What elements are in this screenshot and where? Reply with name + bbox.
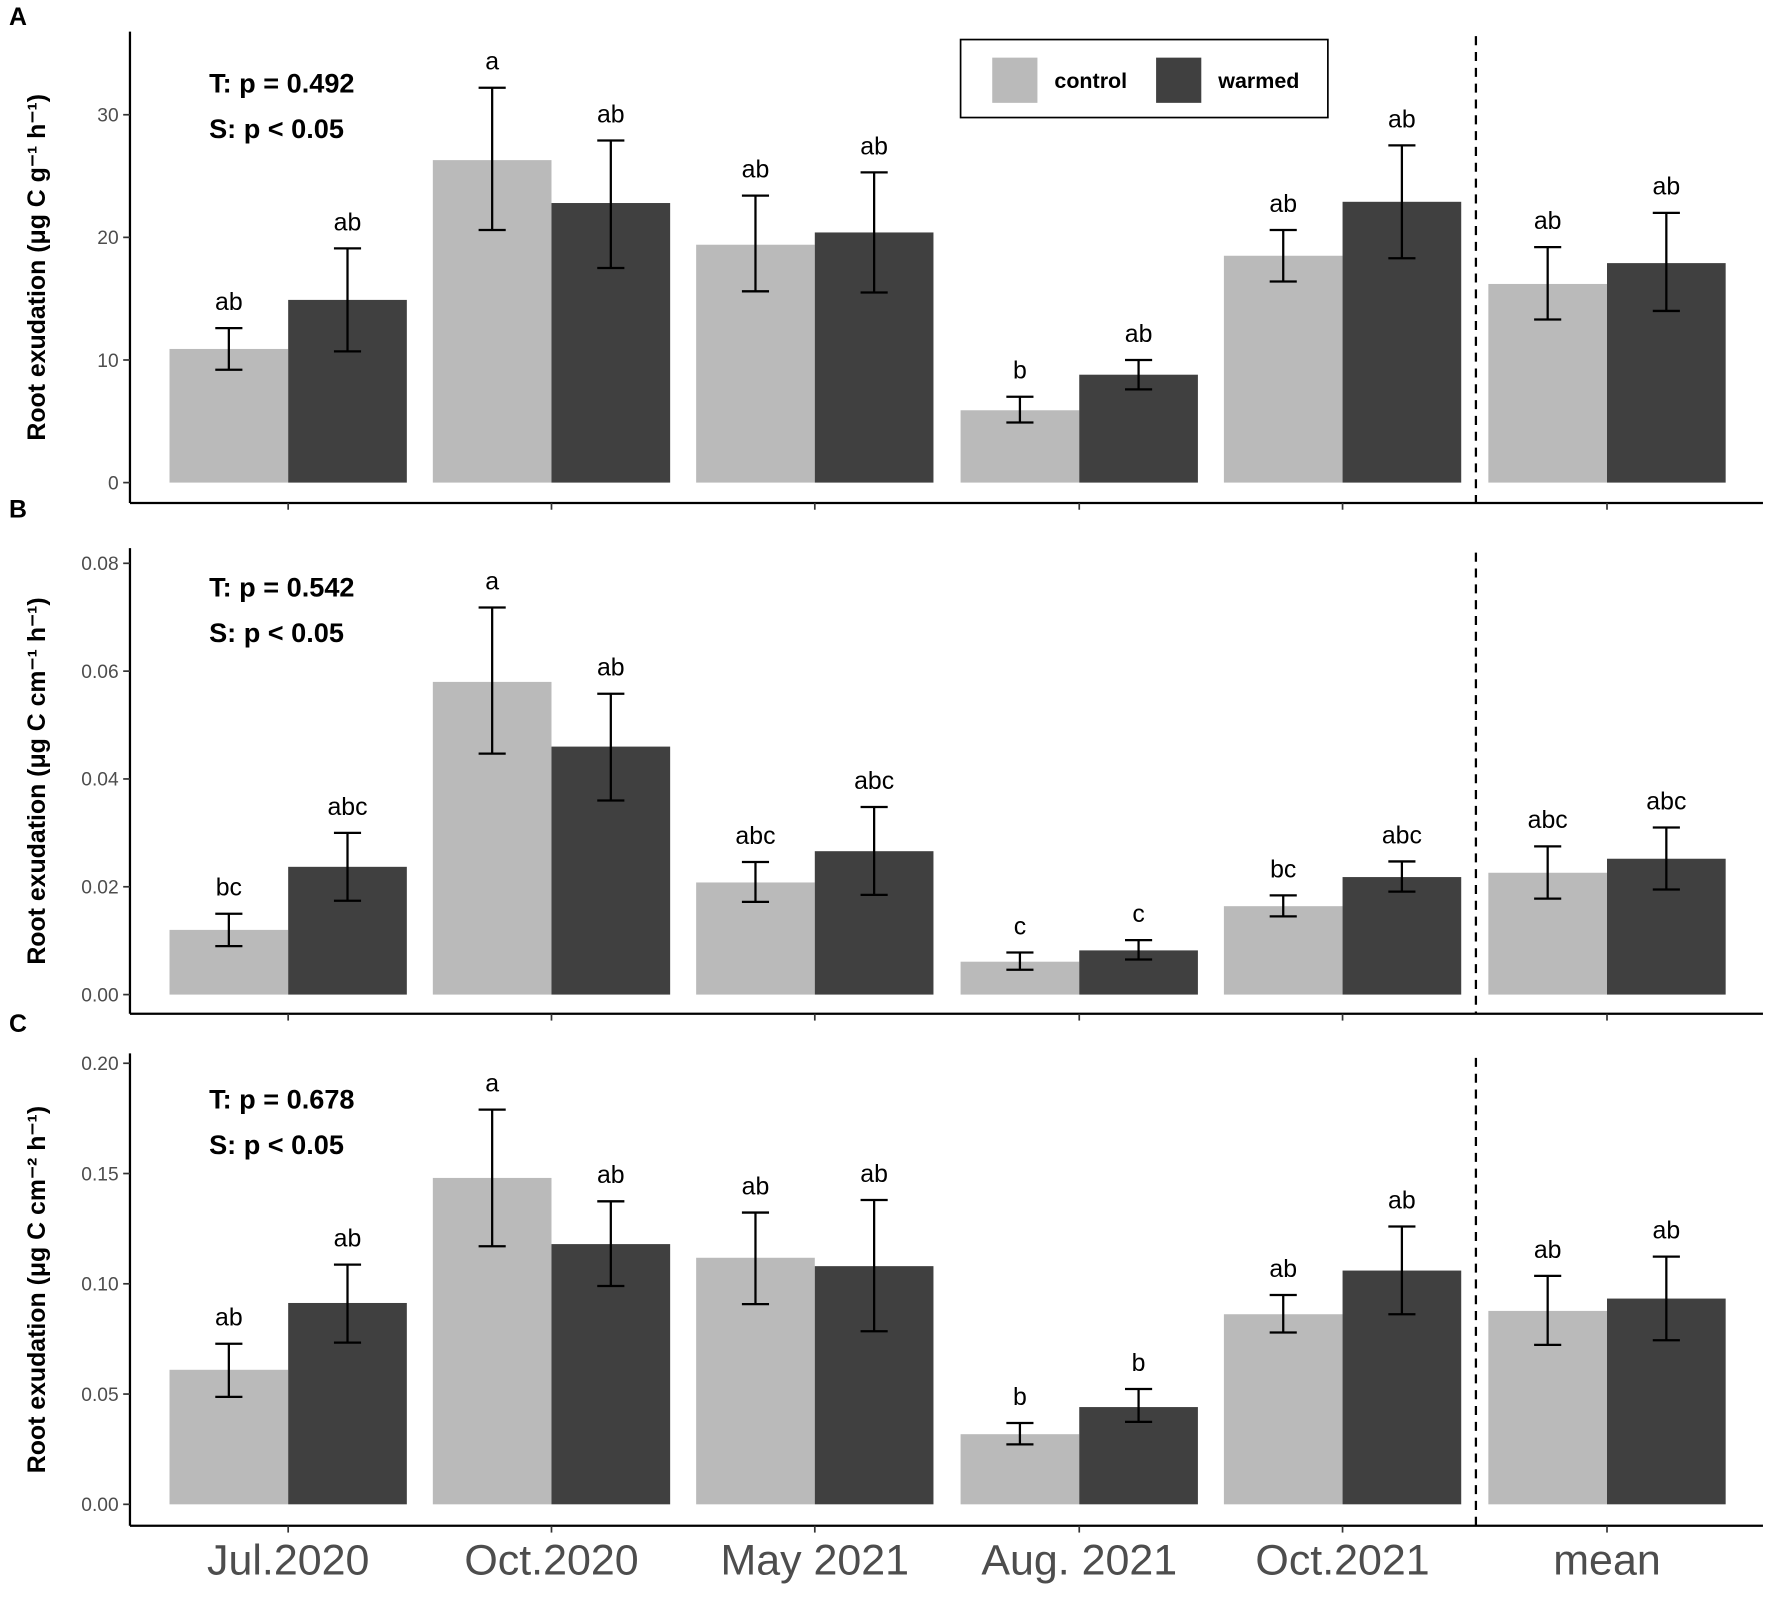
significance-letter: abc [735,822,775,850]
x-tick-label: Oct.2020 [464,1536,638,1584]
legend-swatch-control [992,57,1038,103]
y-tick-label: 0.05 [81,1385,118,1406]
panel-letter: C [9,1010,27,1038]
y-axis-title: Root exudation (μg C g⁻¹ h⁻¹) [23,94,51,441]
significance-letter: ab [215,288,243,316]
panel-c: C Root exudation (μg C cm⁻² h⁻¹) 0.00 0.05 0… [9,1010,1763,1584]
x-tick-label: Aug. 2021 [981,1536,1177,1584]
legend-swatch-warmed [1156,57,1202,103]
significance-letter: abc [1528,806,1568,834]
significance-letter: ab [742,156,770,184]
stat-annotation: T: p = 0.678 [209,1084,354,1115]
y-tick-label: 0.06 [81,662,118,683]
significance-letter: ab [860,132,888,160]
significance-letter: ab [1125,320,1153,348]
stat-annotation: S: p < 0.05 [209,1129,344,1160]
significance-letter: ab [1388,105,1416,133]
panel-letter: A [9,3,27,31]
y-tick-label: 0.15 [81,1164,118,1185]
significance-letter: ab [1653,1217,1681,1245]
y-tick-label: 0.10 [81,1275,118,1296]
stat-annotation: S: p < 0.05 [209,617,344,648]
stat-annotation: T: p = 0.542 [209,572,354,603]
significance-letter: ab [597,654,625,682]
bar-control [1223,1314,1343,1505]
x-tick-label: May 2021 [721,1536,910,1584]
legend-label-warmed: warmed [1217,69,1299,93]
y-tick-label: 0.04 [81,770,119,791]
y-tick-label: 0.02 [81,878,118,899]
y-axis-title: Root exudation (μg C cm⁻² h⁻¹) [23,1106,51,1473]
significance-letter: ab [1653,173,1681,201]
y-tick-label: 30 [97,106,118,127]
stat-annotation: T: p = 0.492 [209,68,354,99]
panel-b: B Root exudation (μg C cm⁻¹ h⁻¹) 0.00 0.02 0… [9,496,1763,1021]
significance-letter: ab [215,1304,243,1332]
bar-control [960,1434,1080,1505]
x-tick-label: Oct.2021 [1255,1536,1429,1584]
legend-label-control: control [1054,69,1127,93]
y-tick-label: 0.00 [81,985,118,1006]
significance-letter: b [1013,357,1027,385]
bar-control [1223,255,1343,483]
significance-letter: bc [216,874,242,902]
bar-control [169,348,289,483]
significance-letter: abc [1382,821,1422,849]
x-tick-label: Jul.2020 [207,1536,369,1584]
significance-letter: ab [742,1172,770,1200]
stat-annotation: S: p < 0.05 [209,113,344,144]
significance-letter: a [485,1069,499,1097]
significance-letter: abc [854,767,894,795]
legend: control warmed [959,38,1329,119]
y-tick-label: 10 [97,351,118,372]
bar-warmed [1079,1407,1198,1505]
y-tick-label: 0.20 [81,1054,118,1075]
significance-letter: c [1014,912,1026,940]
y-axis-title: Root exudation (μg C cm⁻¹ h⁻¹) [23,597,51,964]
significance-letter: ab [1388,1186,1416,1214]
significance-letter: ab [1269,1255,1297,1283]
bar-warmed [551,1244,671,1505]
significance-letter: ab [860,1160,888,1188]
significance-letter: ab [1534,207,1562,235]
significance-letter: a [485,567,499,595]
significance-letter: abc [1646,787,1686,815]
significance-letter: ab [1534,1236,1562,1264]
x-tick-label: mean [1553,1536,1660,1584]
panel-letter: B [9,496,27,524]
significance-letter: b [1132,1349,1146,1377]
significance-letter: abc [327,793,367,821]
y-tick-label: 0 [108,473,119,494]
significance-letter: bc [1270,855,1296,883]
significance-letter: ab [597,1161,625,1189]
significance-letter: ab [1269,190,1297,218]
y-tick-label: 20 [97,228,118,249]
bar-control [1223,906,1343,995]
y-tick-label: 0.00 [81,1495,118,1516]
significance-letter: a [485,48,499,76]
significance-letter: c [1132,900,1144,928]
bar-warmed [1342,877,1462,995]
significance-letter: b [1013,1383,1027,1411]
bar-warmed [1079,374,1198,483]
significance-letter: ab [334,208,362,236]
y-tick-label: 0.08 [81,554,118,575]
significance-letter: ab [597,100,625,128]
significance-letter: ab [334,1225,362,1253]
